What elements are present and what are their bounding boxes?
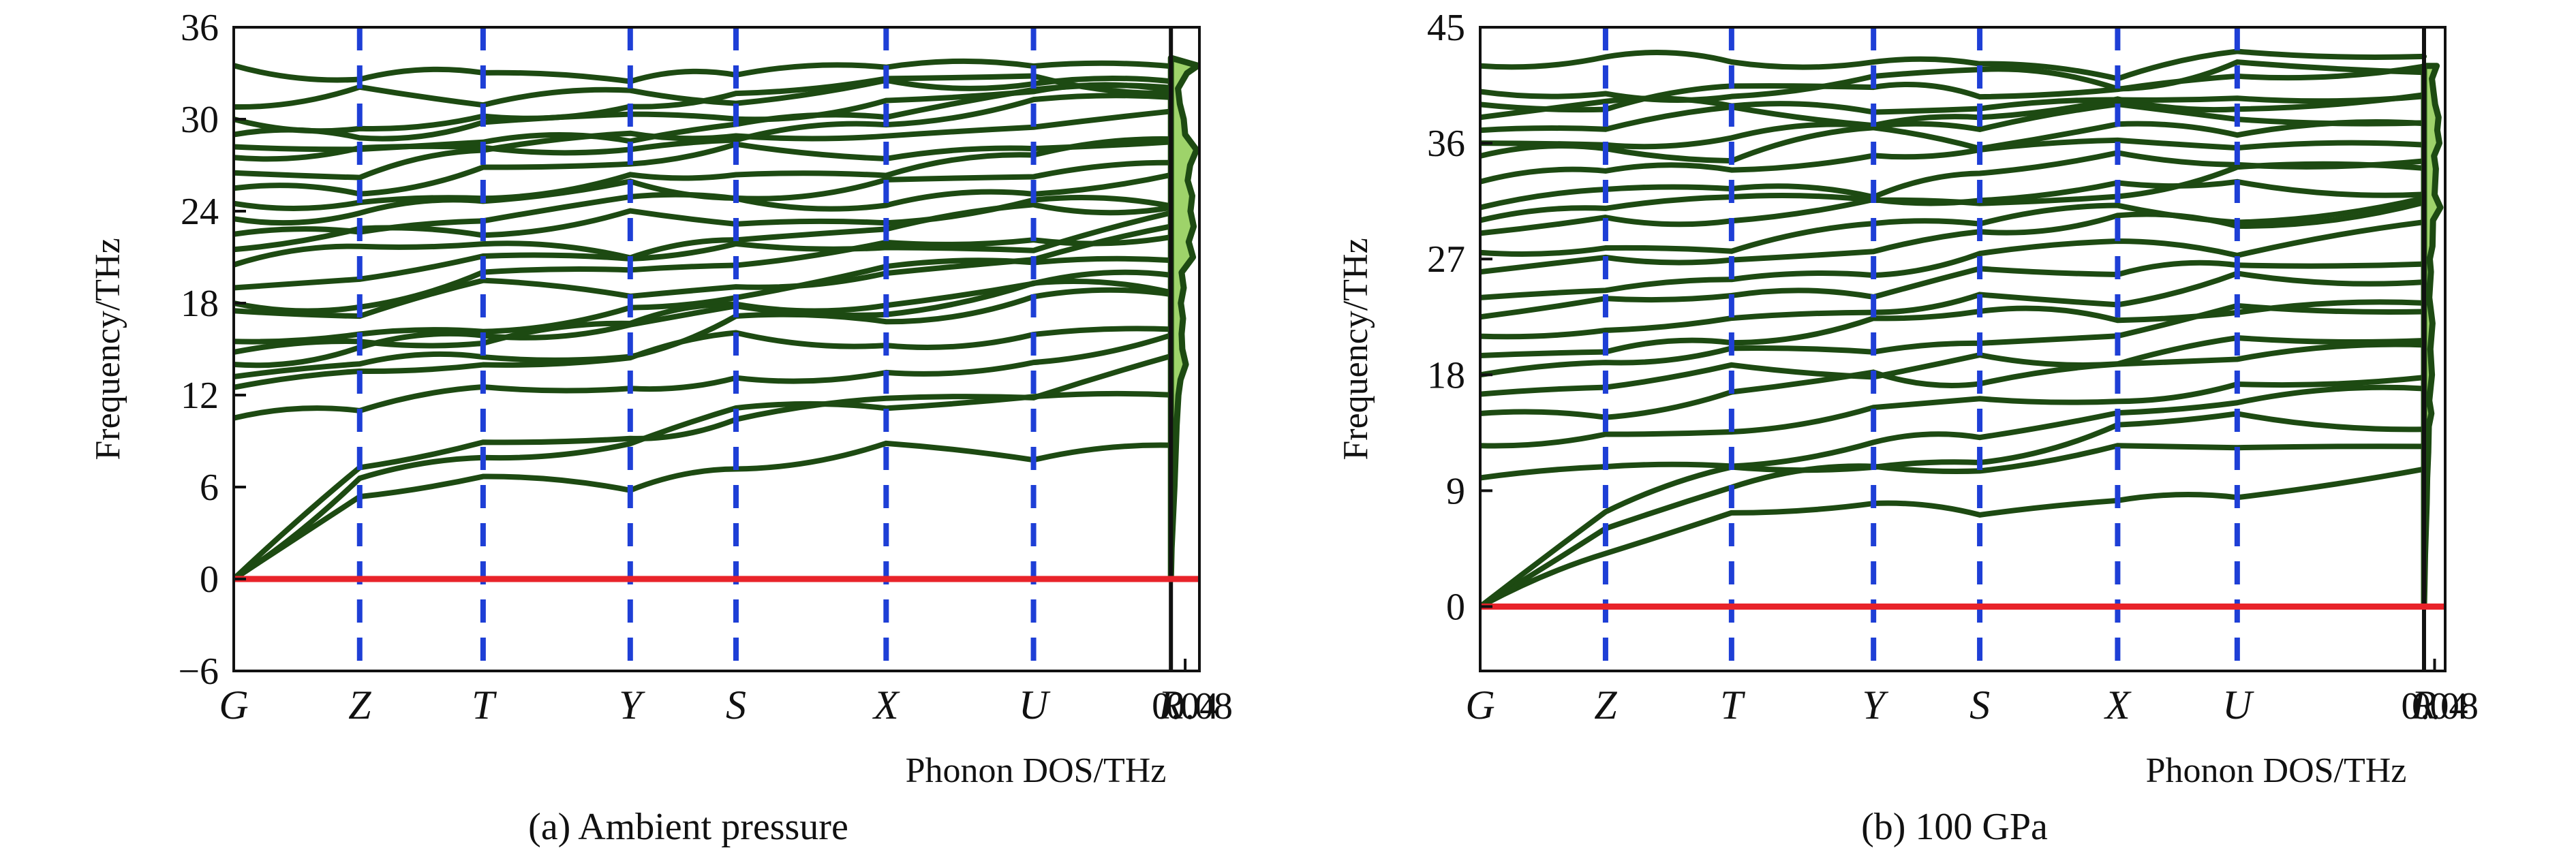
kpoint-label: U bbox=[1019, 683, 1051, 727]
y-tick-label: 0 bbox=[200, 559, 219, 601]
y-tick-label: 18 bbox=[1427, 354, 1465, 396]
kpoint-label: Z bbox=[348, 683, 371, 727]
dos-axis-title: Phonon DOS/THz bbox=[2146, 751, 2407, 790]
y-tick-label: 36 bbox=[1427, 123, 1465, 165]
kpoint-label: Y bbox=[619, 683, 645, 727]
phonon-band bbox=[234, 159, 1174, 226]
kpoint-label: G bbox=[219, 683, 248, 727]
phonon-band bbox=[234, 353, 1174, 582]
plot-area bbox=[1480, 48, 2444, 610]
y-tick-label: −6 bbox=[178, 651, 219, 693]
phonon-band bbox=[1480, 341, 2427, 420]
y-tick-label: 27 bbox=[1427, 238, 1465, 281]
phonon-band bbox=[234, 278, 1174, 369]
phonon-band bbox=[1480, 48, 2427, 82]
phonon-band bbox=[234, 202, 1174, 268]
y-tick-label: 9 bbox=[1446, 470, 1465, 512]
phonon-band bbox=[234, 108, 1174, 181]
plot-area bbox=[234, 54, 1199, 582]
kpoint-label: S bbox=[726, 683, 746, 727]
phonon-band bbox=[1480, 466, 2427, 610]
phonon-band bbox=[234, 234, 1174, 314]
phonon-band bbox=[234, 440, 1174, 582]
phonon-band bbox=[1480, 443, 2427, 610]
kpoint-label: R bbox=[2411, 683, 2437, 727]
kpoint-label: T bbox=[1720, 683, 1745, 727]
caption-b: (b) 100 GPa bbox=[1861, 806, 2048, 848]
phonon-band bbox=[1480, 219, 2427, 300]
phonon-band bbox=[234, 139, 1174, 197]
plot-frame bbox=[232, 26, 1201, 672]
phonon-band bbox=[1480, 384, 2427, 481]
kpoint-label: Z bbox=[1594, 683, 1617, 727]
phonon-band bbox=[234, 390, 1174, 582]
panel-100-gpa: 0 9 18 27 36 45 Frequency/THz G Z T Y S X U R0.040.08P… bbox=[1336, 7, 2479, 790]
kpoint-label: R bbox=[1158, 683, 1184, 727]
y-tick-label: 36 bbox=[181, 7, 219, 49]
y-axis-title: Frequency/THz bbox=[1336, 238, 1375, 460]
phonon-band bbox=[234, 332, 1174, 421]
y-tick-label: 0 bbox=[1446, 586, 1465, 629]
phonon-band bbox=[234, 73, 1174, 134]
y-tick-label: 45 bbox=[1427, 7, 1465, 49]
phonon-band bbox=[1480, 59, 2427, 104]
caption-a: (a) Ambient pressure bbox=[528, 806, 848, 848]
y-tick-label: 18 bbox=[181, 283, 219, 325]
phonon-band bbox=[234, 223, 1174, 319]
phonon-band bbox=[234, 136, 1174, 211]
phonon-band bbox=[1480, 119, 2427, 164]
phonon-band bbox=[1480, 161, 2427, 223]
plot-frame bbox=[1479, 26, 2447, 672]
kpoint-label: T bbox=[472, 683, 497, 727]
phonon-band bbox=[234, 287, 1174, 379]
y-tick-label: 30 bbox=[181, 99, 219, 141]
kpoint-label: S bbox=[1969, 683, 1990, 727]
dos-x-tick-label: 0.08 bbox=[1166, 685, 1233, 727]
phonon-band bbox=[234, 269, 1174, 355]
phonon-band bbox=[234, 58, 1174, 84]
phonon-band bbox=[234, 82, 1174, 142]
y-tick-label: 24 bbox=[181, 191, 219, 233]
dos-axis-title: Phonon DOS/THz bbox=[906, 751, 1167, 790]
y-axis-title: Frequency/THz bbox=[89, 238, 127, 460]
kpoint-label: U bbox=[2222, 683, 2254, 727]
panel-ambient-pressure: −6 0 6 12 18 24 30 36 Frequency/THz G Z T Y S X U R0.040… bbox=[89, 7, 1233, 790]
dos-x-tick-label: 0.08 bbox=[2412, 685, 2479, 727]
kpoint-label: X bbox=[2104, 683, 2132, 727]
kpoint-label: G bbox=[1465, 683, 1494, 727]
kpoint-label: X bbox=[872, 683, 900, 727]
phonon-band bbox=[234, 75, 1174, 110]
y-tick-label: 6 bbox=[200, 467, 219, 509]
y-tick-label: 12 bbox=[181, 375, 219, 417]
dos-curve bbox=[2421, 63, 2444, 610]
dos-curve bbox=[1167, 54, 1199, 582]
dos-x-tick-label: 0.04 bbox=[1152, 685, 1218, 727]
dos-x-tick-label: 0.04 bbox=[2401, 685, 2468, 727]
kpoint-label: Y bbox=[1862, 683, 1888, 727]
phonon-band bbox=[234, 210, 1174, 291]
